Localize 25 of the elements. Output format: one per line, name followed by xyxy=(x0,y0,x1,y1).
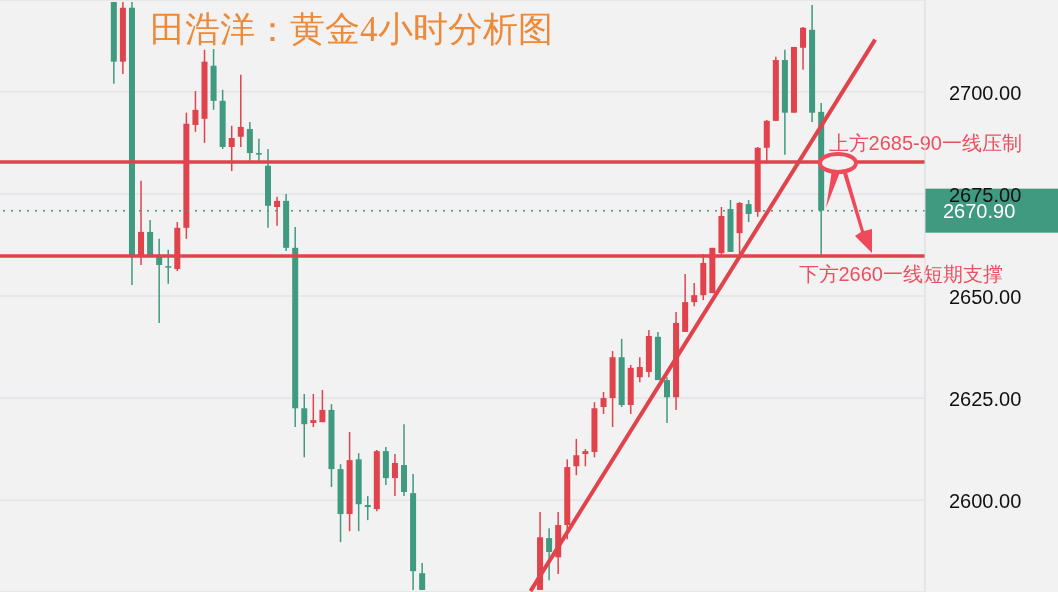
candlestick xyxy=(691,282,698,307)
y-tick-label: 2650.00 xyxy=(949,286,1022,308)
ref-line-label: 上方2685-90一线压制 xyxy=(828,132,1022,155)
candlestick xyxy=(364,495,371,521)
candlestick xyxy=(165,249,172,285)
candlestick xyxy=(636,356,643,383)
candlestick xyxy=(274,196,281,227)
candlestick xyxy=(319,389,326,423)
candlestick xyxy=(192,90,199,133)
candlestick xyxy=(800,26,807,71)
candlestick xyxy=(310,393,317,428)
candlestick xyxy=(600,391,607,415)
candlestick xyxy=(237,73,244,148)
candlestick xyxy=(546,527,553,581)
candlestick xyxy=(419,562,426,591)
candlestick xyxy=(573,438,580,476)
y-tick-label: 2625.00 xyxy=(949,388,1022,411)
candlestick xyxy=(255,138,262,162)
candlestick xyxy=(301,393,308,459)
y-tick-label: 2700.00 xyxy=(949,81,1022,104)
ref-line-label: 下方2660一线短期支撑 xyxy=(798,262,1003,285)
candlestick xyxy=(664,376,671,424)
candlestick xyxy=(391,453,398,497)
y-tick-label: 2600.00 xyxy=(949,490,1022,513)
chart-title: 田浩洋：黄金4小时分析图 xyxy=(150,9,553,51)
